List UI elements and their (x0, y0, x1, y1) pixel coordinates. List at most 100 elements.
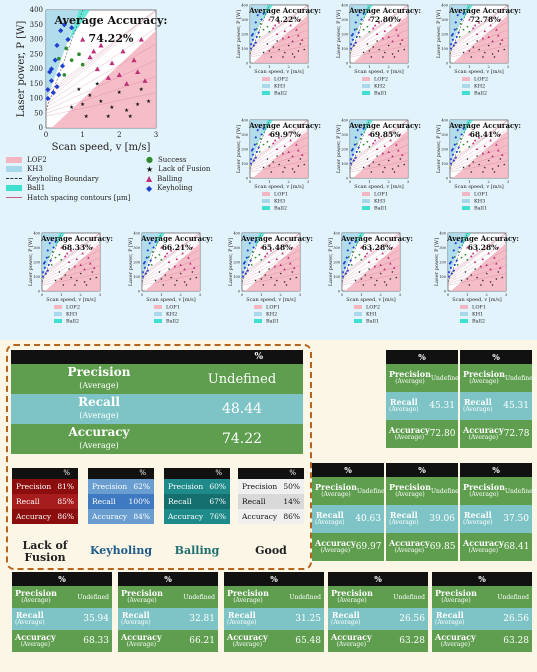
accuracy-label: Accuracy (Average) (389, 538, 430, 554)
balling-point (495, 143, 498, 146)
lof-point: ★ (472, 160, 475, 164)
main-process-map: ★ ★ ★ ★ ★ ★ ★ ★ ★ ★ ★ ★ ★ ★ ★ 0 50 100 150 200 250 300 350 400 0… (0, 0, 220, 155)
keyholing-point (252, 246, 255, 249)
lof-point: ★ (476, 154, 479, 158)
lof-point: ★ (360, 277, 363, 281)
lof-point: ★ (499, 42, 502, 46)
precision-label: Precision (Average) (463, 369, 505, 385)
lof-point: ★ (387, 43, 390, 47)
balling-point (489, 267, 492, 271)
lof-point: ★ (393, 170, 396, 174)
lof-point: ★ (368, 49, 371, 53)
mini-process-map: ★ ★ ★ ★ ★ ★ ★ ★ ★ ★ ★ ★ ★ ★ ★ 0 100 200 300 400 0 1 2 3 Scan spe… (322, 228, 422, 338)
keyholing-point (48, 78, 55, 84)
hatch-contour (41, 273, 101, 286)
hatch-contour (241, 232, 301, 274)
success-point (160, 258, 163, 261)
x-tick-label: 1 (268, 180, 270, 184)
lof-point: ★ (366, 157, 369, 161)
keyholing-point (50, 90, 56, 96)
balling-point (469, 254, 473, 258)
lof-point: ★ (264, 273, 267, 277)
lof-point: ★ (364, 273, 367, 277)
recall-label: Recall (Average) (463, 397, 493, 413)
balling-point (363, 254, 367, 258)
lof-point: ★ (389, 277, 392, 281)
legend-marker: ▲ (146, 174, 153, 184)
balling-point (135, 69, 141, 75)
success-point (151, 250, 154, 253)
metric-value: 86% (283, 512, 300, 521)
lof-point: ★ (395, 276, 398, 280)
success-point (50, 263, 53, 266)
accuracy-title: Average Accuracy: (240, 234, 313, 243)
lof-point: ★ (74, 283, 77, 287)
x-tick-label: 3 (407, 65, 409, 69)
accuracy-value: 74.22 (221, 431, 263, 447)
x-tick-label: 2 (486, 293, 488, 297)
average-sub: (Average) (394, 547, 425, 554)
precision-value: Undefined (504, 374, 537, 382)
keyholing-point (250, 238, 253, 242)
class-title: Good (255, 544, 287, 557)
legend-swatch (54, 312, 62, 316)
precision-row: Precision (Average) Undefined (312, 477, 389, 505)
lof-point: ★ (487, 158, 490, 162)
x-tick-label: 1 (360, 293, 362, 297)
legend-label: KH3 (66, 312, 77, 318)
lof-point: ★ (98, 98, 103, 105)
balling-point (468, 18, 471, 21)
balling-point (491, 154, 494, 158)
table-header: % (12, 572, 112, 586)
class-metric-row: Recall 85% (12, 494, 78, 509)
lof-point: ★ (95, 80, 100, 87)
x-tick-label: 1 (60, 293, 62, 297)
hatch-contour (349, 4, 409, 46)
y-tick-label: 200 (241, 33, 248, 37)
balling-point (500, 38, 504, 41)
balling-point (297, 149, 300, 152)
lof-point: ★ (476, 276, 479, 280)
success-point (351, 250, 354, 253)
lof-point: ★ (268, 267, 271, 271)
success-point (459, 137, 462, 140)
average-sub: (Average) (227, 619, 257, 626)
recall-value: 45.31 (429, 401, 455, 411)
balling-point (173, 265, 177, 268)
legend-marker: ◆ (146, 183, 153, 193)
summary-box (6, 344, 312, 570)
balling-point (289, 24, 292, 27)
lof-point: ★ (370, 276, 373, 280)
balling-point (275, 147, 279, 151)
y-tick-label: 100 (241, 162, 248, 166)
balling-point (179, 263, 182, 266)
hatch-contour (349, 37, 409, 56)
balling-point (169, 249, 173, 252)
balling-point (495, 262, 498, 265)
average-sub: (Average) (389, 519, 419, 526)
legend-swatch (462, 84, 470, 88)
success-point (259, 22, 262, 25)
x-tick-label: 0 (349, 180, 351, 184)
lof-point: ★ (482, 170, 485, 174)
table-header: % (164, 468, 230, 479)
hatch-contour (449, 160, 509, 173)
y-tick-label: 200 (341, 148, 348, 152)
x-tick-label: 3 (199, 293, 201, 297)
lof-point: ★ (387, 158, 390, 162)
lof-point: ★ (276, 154, 279, 158)
x-tick-label: 1 (368, 65, 370, 69)
precision-row: Precision (Average) Undefined (328, 586, 428, 608)
hatch-contour (41, 233, 101, 279)
lof-point: ★ (164, 273, 167, 277)
y-tick-label: 0 (39, 124, 43, 132)
y-tick-label: 300 (439, 246, 446, 250)
balling-point (481, 37, 485, 40)
y-tick-label: 100 (241, 47, 248, 51)
metric-label: Precision (242, 482, 278, 491)
lof-point: ★ (468, 283, 471, 287)
lof-point: ★ (278, 163, 281, 167)
lof-point: ★ (368, 164, 371, 168)
success-point (266, 25, 269, 28)
